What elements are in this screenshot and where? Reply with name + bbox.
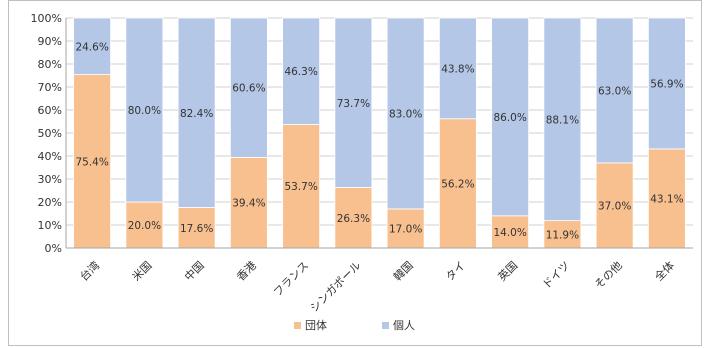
bar-segment-kojin bbox=[491, 17, 530, 217]
data-label-kojin: 56.9% bbox=[650, 78, 683, 90]
data-label-dantai: 17.0% bbox=[389, 223, 422, 235]
data-label-dantai: 53.7% bbox=[284, 181, 317, 193]
data-label-kojin: 86.0% bbox=[493, 112, 526, 124]
data-label-kojin: 88.1% bbox=[546, 114, 579, 126]
bars bbox=[73, 17, 686, 249]
y-tick-label: 20% bbox=[38, 196, 62, 209]
x-tick-label: 台湾 bbox=[77, 258, 102, 283]
y-tick-label: 60% bbox=[38, 104, 62, 117]
data-labels: 75.4% 24.6% 20.0% 80.0% 17.6% 82.4% 39.4% 60.6%… bbox=[75, 41, 683, 241]
x-tick-label: 全体 bbox=[652, 258, 677, 283]
bar-segment-dantai bbox=[595, 162, 634, 249]
bar-segment-kojin bbox=[177, 17, 216, 208]
data-label-kojin: 60.6% bbox=[232, 83, 265, 95]
y-tick-label: 70% bbox=[38, 81, 62, 94]
data-label-dantai: 56.2% bbox=[441, 178, 474, 190]
data-label-dantai: 17.6% bbox=[180, 223, 213, 235]
y-tick-label: 30% bbox=[38, 173, 62, 186]
bar-segment-dantai bbox=[438, 118, 477, 249]
x-tick-label: ドイツ bbox=[540, 259, 573, 292]
chart-frame: 75.4% 24.6% 20.0% 80.0% 17.6% 82.4% 39.4% 60.6%… bbox=[8, 0, 702, 346]
data-label-kojin: 82.4% bbox=[180, 108, 213, 120]
bar-segment-dantai bbox=[647, 148, 686, 249]
bar-segment-kojin bbox=[543, 17, 582, 222]
bar-segment-kojin bbox=[438, 17, 477, 120]
bar-segment-dantai bbox=[282, 124, 321, 249]
x-tick-label: 香港 bbox=[234, 259, 259, 284]
x-tick-label: 英国 bbox=[495, 258, 520, 283]
legend-swatch bbox=[382, 322, 389, 329]
data-label-dantai: 39.4% bbox=[232, 198, 265, 210]
bar-segment-dantai bbox=[177, 207, 216, 249]
data-label-kojin: 24.6% bbox=[75, 41, 108, 53]
data-label-kojin: 73.7% bbox=[337, 98, 370, 110]
data-label-dantai: 37.0% bbox=[598, 200, 631, 212]
data-label-kojin: 83.0% bbox=[389, 108, 422, 120]
legend-swatch bbox=[294, 322, 301, 329]
bar-segment-kojin bbox=[386, 17, 425, 210]
x-tick-label: 米国 bbox=[130, 259, 155, 284]
y-tick-label: 10% bbox=[38, 219, 62, 232]
data-label-kojin: 80.0% bbox=[128, 105, 161, 117]
bar-segment-kojin bbox=[73, 17, 112, 75]
bar-segment-dantai bbox=[125, 201, 164, 249]
data-label-dantai: 20.0% bbox=[128, 220, 161, 232]
x-tick-label: フランス bbox=[271, 259, 311, 299]
data-label-dantai: 43.1% bbox=[650, 193, 683, 205]
bar-segment-kojin bbox=[125, 17, 164, 203]
y-tick-label: 100% bbox=[31, 12, 62, 25]
bar-segment-kojin bbox=[647, 17, 686, 150]
data-label-dantai: 26.3% bbox=[337, 213, 370, 225]
data-label-kojin: 43.8% bbox=[441, 63, 474, 75]
bar-segment-kojin bbox=[595, 17, 634, 164]
data-label-kojin: 46.3% bbox=[284, 66, 317, 78]
bar-segment-dantai bbox=[543, 220, 582, 249]
x-tick-label: シンガポール bbox=[308, 259, 364, 315]
gridlines bbox=[66, 17, 693, 249]
y-tick-label: 90% bbox=[38, 35, 62, 48]
legend-label: 団体 bbox=[305, 318, 327, 332]
data-label-dantai: 11.9% bbox=[546, 229, 579, 241]
bar-segment-kojin bbox=[282, 17, 321, 125]
y-tick-label: 40% bbox=[38, 150, 62, 163]
y-tick-label: 0% bbox=[45, 242, 62, 255]
data-label-dantai: 75.4% bbox=[75, 156, 108, 168]
y-tick-label: 50% bbox=[38, 127, 62, 140]
x-tick-label: タイ bbox=[443, 259, 468, 284]
y-tick-label: 80% bbox=[38, 58, 62, 71]
legend: 団体 個人 bbox=[294, 318, 415, 332]
data-label-kojin: 63.0% bbox=[598, 85, 631, 97]
data-label-dantai: 14.0% bbox=[493, 227, 526, 239]
bar-segment-kojin bbox=[229, 17, 268, 158]
x-tick-label: 韓国 bbox=[391, 259, 416, 284]
x-tick-label: 中国 bbox=[182, 259, 207, 284]
bar-segment-dantai bbox=[334, 187, 373, 249]
legend-label: 個人 bbox=[393, 319, 415, 332]
bar-segment-dantai bbox=[386, 208, 425, 249]
bar-segment-dantai bbox=[73, 74, 112, 249]
stacked-bar-chart: 75.4% 24.6% 20.0% 80.0% 17.6% 82.4% 39.4% 60.6%… bbox=[31, 12, 693, 332]
x-tick-label: その他 bbox=[592, 259, 625, 292]
bar-segment-kojin bbox=[334, 17, 373, 188]
